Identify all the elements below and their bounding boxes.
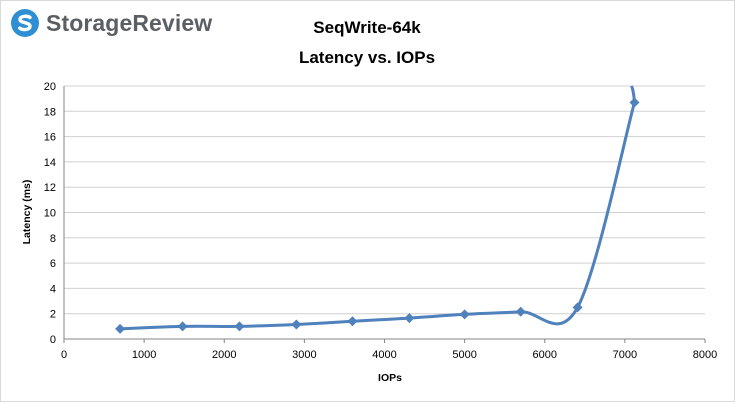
y-tick-label: 10: [44, 208, 56, 220]
gridlines: [63, 85, 705, 340]
x-axis-ticks: 0 1000 2000 3000 4000 5000 6000 7000 8000: [61, 339, 717, 361]
y-tick-label: 18: [44, 106, 56, 118]
data-point: [177, 321, 188, 332]
y-tick-label: 12: [44, 182, 56, 194]
y-axis-ticks: 0 2 4 6 8 10 12 14 16 18 20: [44, 81, 56, 346]
x-tick-label: 5000: [452, 349, 476, 361]
storagereview-logo-icon: [11, 9, 39, 37]
data-point: [629, 97, 640, 108]
y-tick-label: 8: [50, 233, 56, 245]
y-tick-label: 0: [50, 334, 56, 346]
chart-title: SeqWrite-64k: [313, 18, 421, 37]
y-axis-label: Latency (ms): [21, 180, 33, 245]
data-point: [347, 316, 358, 327]
x-tick-label: 7000: [613, 349, 637, 361]
x-tick-label: 8000: [693, 349, 717, 361]
data-point: [234, 321, 245, 332]
data-point: [291, 319, 302, 330]
x-tick-label: 1000: [132, 349, 156, 361]
y-tick-label: 14: [44, 157, 56, 169]
chart-subtitle: Latency vs. IOPs: [299, 48, 435, 67]
data-point: [115, 323, 126, 334]
data-point: [515, 306, 526, 317]
x-tick-label: 2000: [212, 349, 236, 361]
y-tick-label: 20: [44, 81, 56, 93]
x-tick-label: 3000: [292, 349, 316, 361]
x-tick-label: 4000: [372, 349, 396, 361]
y-tick-label: 4: [50, 283, 56, 295]
data-point: [459, 309, 470, 320]
data-point: [572, 302, 583, 313]
y-tick-label: 6: [50, 258, 56, 270]
plot-area: [115, 85, 640, 334]
x-axis-label: IOPs: [378, 372, 402, 384]
brand-name: StorageReview: [46, 9, 213, 36]
data-point: [404, 313, 415, 324]
brand-logo: StorageReview: [10, 6, 212, 40]
series-line: [120, 85, 636, 331]
y-tick-label: 16: [44, 132, 56, 144]
x-tick-label: 0: [61, 349, 67, 361]
y-tick-label: 2: [50, 309, 56, 321]
x-tick-label: 6000: [533, 349, 557, 361]
